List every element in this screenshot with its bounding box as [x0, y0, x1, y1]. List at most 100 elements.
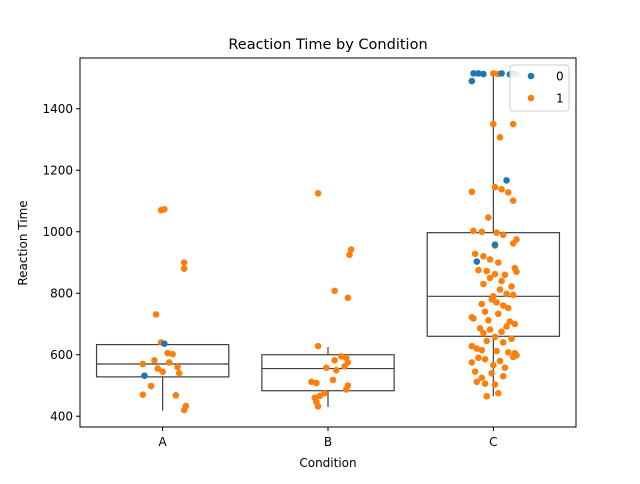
point-series-1-C-55	[470, 227, 477, 235]
point-series-1-C-123	[483, 392, 491, 400]
point-series-1-C-88	[470, 315, 477, 322]
point-series-0-C-5	[468, 77, 476, 85]
point-series-1-C-57	[493, 229, 500, 236]
point-series-1-C-114	[501, 364, 509, 371]
point-series-1-C-111	[496, 357, 504, 365]
point-series-1-C-91	[511, 320, 519, 328]
chart-title: Reaction Time by Condition	[228, 37, 427, 53]
point-series-1-C-102	[473, 345, 481, 352]
x-axis-label: Condition	[299, 456, 356, 470]
point-series-1-C-52	[504, 189, 512, 196]
point-series-1-B-25	[314, 342, 322, 350]
point-series-1-C-51	[498, 186, 505, 193]
point-series-1-C-100	[499, 339, 507, 346]
y-tick-label-800: 800	[50, 287, 73, 301]
point-series-1-C-116	[488, 369, 495, 377]
point-series-1-C-108	[509, 353, 517, 361]
point-series-1-B-39	[316, 392, 324, 400]
x-tick-label-A: A	[159, 435, 168, 449]
y-tick-label-1000: 1000	[42, 225, 73, 239]
point-series-1-A-15	[147, 382, 155, 390]
point-series-1-A-17	[172, 392, 180, 399]
point-series-1-C-99	[483, 337, 491, 345]
point-series-1-C-53	[509, 197, 517, 204]
point-series-1-A-3	[180, 265, 188, 272]
point-series-0-C-11	[473, 258, 481, 265]
point-series-1-B-26	[337, 352, 345, 360]
point-series-0-A-1	[161, 340, 168, 347]
point-series-0-A-0	[141, 372, 148, 379]
point-series-1-C-62	[471, 250, 479, 258]
box-iqr-B	[261, 354, 395, 392]
point-series-1-C-67	[513, 268, 520, 276]
point-series-1-A-7	[169, 350, 176, 358]
point-series-1-A-16	[139, 391, 147, 399]
point-series-1-C-119	[473, 378, 481, 386]
point-series-1-C-104	[493, 347, 500, 355]
point-series-1-C-98	[508, 335, 515, 343]
point-series-1-B-22	[346, 251, 353, 259]
point-series-1-C-46	[490, 120, 497, 128]
point-series-1-C-69	[483, 267, 491, 275]
point-series-1-C-77	[503, 290, 510, 298]
point-series-1-C-96	[480, 329, 487, 337]
legend: 01	[509, 64, 570, 112]
point-series-1-C-90	[506, 318, 514, 325]
point-series-1-C-48	[496, 134, 504, 141]
x-axis: A B C	[159, 427, 498, 449]
point-series-1-B-28	[331, 356, 338, 364]
x-tick-label-B: B	[324, 435, 332, 449]
point-series-1-C-93	[476, 324, 484, 332]
y-tick-label-1400: 1400	[42, 102, 73, 116]
point-series-1-C-83	[499, 302, 507, 309]
point-series-1-A-9	[151, 356, 158, 364]
point-series-1-C-54	[485, 214, 492, 221]
point-series-1-B-38	[321, 389, 328, 397]
point-series-1-A-11	[174, 363, 181, 371]
y-tick-label-400: 400	[50, 410, 73, 424]
point-series-1-C-101	[468, 342, 476, 350]
point-series-1-B-32	[332, 366, 340, 374]
point-series-1-A-14	[175, 369, 183, 377]
point-series-1-C-81	[493, 299, 500, 306]
point-series-0-C-4	[480, 70, 487, 78]
point-series-1-C-97	[491, 333, 499, 341]
point-series-0-C-9	[503, 177, 510, 184]
point-series-1-C-115	[471, 368, 479, 375]
point-series-1-B-35	[313, 379, 320, 387]
point-series-1-A-13	[159, 368, 166, 375]
point-series-1-B-30	[341, 363, 348, 370]
point-series-1-B-42	[314, 403, 322, 410]
legend-marker-1	[527, 94, 535, 102]
point-series-1-C-117	[499, 372, 507, 380]
point-series-1-C-86	[494, 310, 502, 318]
point-series-1-C-105	[504, 348, 512, 356]
y-axis: 400 600 800 1000 1200 1400	[42, 102, 80, 424]
point-series-1-C-74	[480, 280, 487, 288]
point-series-1-C-113	[490, 361, 497, 369]
point-series-1-B-34	[308, 378, 315, 386]
point-series-1-B-24	[344, 294, 352, 302]
point-series-1-C-78	[509, 291, 517, 299]
point-series-1-C-89	[485, 316, 492, 324]
point-series-1-C-110	[481, 356, 489, 363]
point-series-1-C-73	[498, 277, 505, 285]
point-series-0-C-10	[491, 241, 499, 248]
point-series-1-C-71	[501, 271, 509, 279]
point-series-1-C-63	[480, 253, 487, 260]
point-series-1-A-4	[152, 311, 160, 318]
point-series-1-C-121	[491, 381, 499, 388]
point-series-1-C-112	[468, 359, 476, 366]
point-series-1-C-65	[494, 259, 502, 266]
point-series-1-A-8	[139, 360, 147, 368]
legend-label-0: 0	[556, 70, 564, 84]
point-series-1-C-118	[478, 374, 486, 382]
point-series-1-B-20	[314, 190, 322, 197]
point-series-1-C-92	[503, 323, 510, 330]
point-series-1-C-43	[490, 70, 497, 77]
point-series-1-C-95	[498, 328, 505, 335]
point-series-0-C-6	[498, 70, 505, 77]
legend-label-1: 1	[556, 92, 564, 106]
y-tick-label-1200: 1200	[42, 164, 73, 178]
